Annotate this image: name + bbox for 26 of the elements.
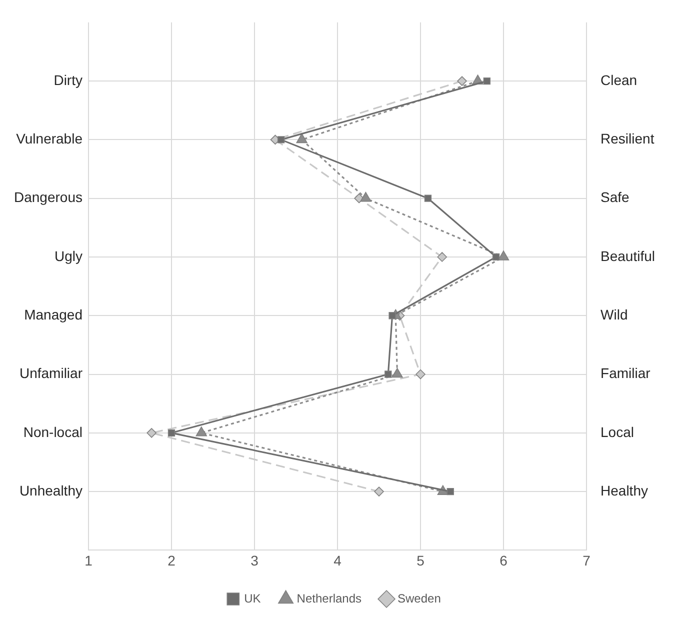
y2-tick-label: Healthy <box>600 482 648 498</box>
y-tick-label: Non-local <box>23 424 82 440</box>
y-tick-label: Managed <box>24 306 82 322</box>
y2-tick-label: Resilient <box>600 130 654 147</box>
x-tick-label: 7 <box>582 552 591 568</box>
x-tick-label: 6 <box>500 552 508 568</box>
y2-tick-label: Safe <box>600 189 630 206</box>
y-tick-label: Dangerous <box>14 189 82 206</box>
y2-tick-label: Wild <box>600 306 628 322</box>
y-tick-label: Vulnerable <box>16 130 83 147</box>
y-tick-label: Unfamiliar <box>19 365 83 382</box>
y2-tick-label: Familiar <box>600 365 651 382</box>
x-tick-label: 4 <box>334 552 342 568</box>
y2-tick-label: Clean <box>600 72 638 88</box>
x-tick-label: 1 <box>84 552 93 568</box>
y2-tick-label: Local <box>600 424 634 440</box>
y-tick-label: Dirty <box>54 72 82 88</box>
x-tick-label: 3 <box>250 552 259 568</box>
legend-label: Sweden <box>398 591 441 606</box>
y-tick-label: Ugly <box>54 248 82 264</box>
y2-tick-label: Beautiful <box>600 248 655 264</box>
x-tick-label: 2 <box>168 552 176 568</box>
x-tick-label: 5 <box>416 552 425 568</box>
legend-label: UK <box>244 591 261 606</box>
y-tick-label: Unhealthy <box>19 482 82 498</box>
legend-label: Netherlands <box>296 591 362 606</box>
